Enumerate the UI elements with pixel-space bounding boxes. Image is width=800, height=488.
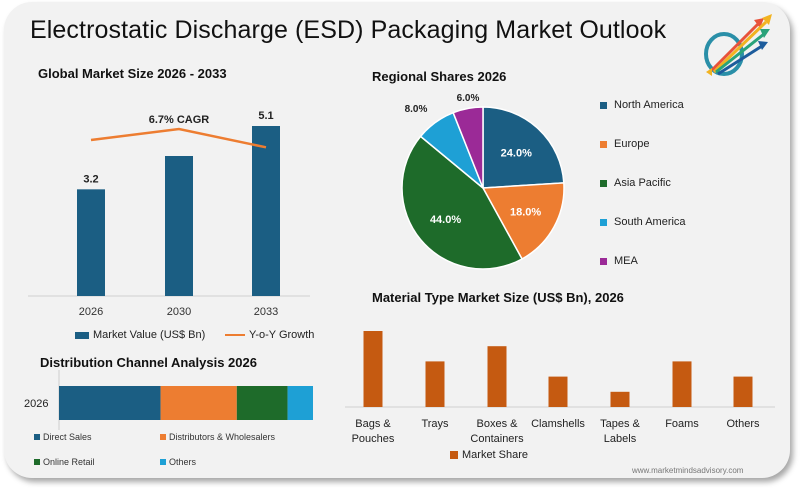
legend-item-mea: MEA <box>600 255 638 267</box>
data-label: 3.2 <box>83 173 98 185</box>
legend-item-direct-sales: Direct Sales <box>34 432 92 442</box>
legend-line <box>225 334 245 336</box>
x-tick-label: Others <box>726 418 760 430</box>
legend-swatch <box>34 459 40 465</box>
regional-shares-title: Regional Shares 2026 <box>372 69 507 84</box>
segment-online-retail <box>236 386 288 420</box>
legend-swatch <box>600 140 607 148</box>
bar-2026 <box>77 189 105 296</box>
x-tick-label: Tapes & <box>600 418 640 430</box>
legend-item-online-retail: Online Retail <box>34 457 95 467</box>
global-market-title: Global Market Size 2026 - 2033 <box>38 66 227 81</box>
cagr-annotation: 6.7% CAGR <box>149 114 210 126</box>
x-tick-label: Clamshells <box>531 418 585 430</box>
x-tick-label: Foams <box>665 418 699 430</box>
bar-material <box>425 361 445 407</box>
x-tick-label: Trays <box>421 418 449 430</box>
legend-swatch <box>450 451 458 459</box>
legend-label: North America <box>614 99 684 111</box>
segment-distributors-wholesalers <box>160 386 237 420</box>
x-tick-label: Boxes & <box>477 418 519 430</box>
legend-item-north-america: North America <box>600 99 684 111</box>
bar-material <box>733 376 753 407</box>
data-label: 5.1 <box>258 110 273 122</box>
x-tick-label: 2030 <box>167 306 191 318</box>
y-tick-label: 2026 <box>24 398 48 410</box>
legend-label: Distributors & Wholesalers <box>169 432 276 442</box>
pie-data-label: 6.0% <box>457 93 480 104</box>
bar-2030 <box>165 156 193 296</box>
legend-label: Market Value (US$ Bn) <box>93 329 206 341</box>
legend-swatch <box>600 179 607 187</box>
rising-arrows-logo-icon <box>704 14 772 76</box>
legend-label: MEA <box>614 255 638 267</box>
bar-material <box>672 361 692 407</box>
legend-market-share: Market Share <box>450 449 528 461</box>
legend-item-distributors-wholesalers: Distributors & Wholesalers <box>160 432 275 442</box>
x-tick-label: 2026 <box>79 306 103 318</box>
legend-label: Others <box>169 457 197 467</box>
legend-yoy-growth: Y-o-Y Growth <box>225 329 314 341</box>
legend-swatch <box>600 218 607 226</box>
x-tick-label: 2033 <box>254 306 278 318</box>
website-url: www.marketmindsadvisory.com <box>632 466 744 475</box>
material-type-title: Material Type Market Size (US$ Bn), 2026 <box>372 290 624 305</box>
pie-slice-europe <box>481 182 565 260</box>
pie-data-label: 18.0% <box>510 206 541 218</box>
x-tick-label: Pouches <box>352 433 395 445</box>
yoy-growth-line <box>90 127 267 149</box>
bar-material <box>548 376 568 407</box>
x-tick-label: Containers <box>470 433 524 445</box>
segment-direct-sales <box>59 386 161 420</box>
legend-label: Y-o-Y Growth <box>249 329 315 341</box>
legend-label: Market Share <box>462 449 529 461</box>
page-title: Electrostatic Discharge (ESD) Packaging … <box>30 16 667 44</box>
x-tick-label: Labels <box>604 433 637 445</box>
legend-swatch <box>160 459 166 465</box>
legend-label: South America <box>614 216 686 228</box>
legend-item-europe: Europe <box>600 138 649 150</box>
pie-slice-north-america <box>482 106 565 189</box>
pie-slice-mea <box>452 106 484 189</box>
pie-data-label: 8.0% <box>405 104 428 115</box>
bar-material <box>487 346 507 407</box>
legend-label: Online Retail <box>43 457 95 467</box>
legend-swatch <box>34 434 40 440</box>
bar-material <box>363 331 383 407</box>
pie-data-label: 44.0% <box>430 214 461 226</box>
legend-label: Europe <box>614 138 650 150</box>
legend-item-south-america: South America <box>600 216 686 228</box>
bar-2033 <box>252 126 280 296</box>
segment-others <box>287 386 313 420</box>
legend-swatch <box>75 331 89 339</box>
legend-market-value: Market Value (US$ Bn) <box>75 329 205 341</box>
legend-label: Asia Pacific <box>614 177 671 189</box>
pie-data-label: 24.0% <box>501 148 532 160</box>
legend-swatch <box>600 257 607 265</box>
x-tick-label: Bags & <box>355 418 391 430</box>
bar-material <box>610 391 630 407</box>
pie-slice-asia-pacific <box>401 135 524 270</box>
legend-label: Direct Sales <box>43 432 92 442</box>
legend-swatch <box>160 434 166 440</box>
distribution-title: Distribution Channel Analysis 2026 <box>40 355 257 370</box>
legend-swatch <box>600 101 607 109</box>
legend-item-asia-pacific: Asia Pacific <box>600 177 671 189</box>
legend-item-others: Others <box>160 457 196 467</box>
